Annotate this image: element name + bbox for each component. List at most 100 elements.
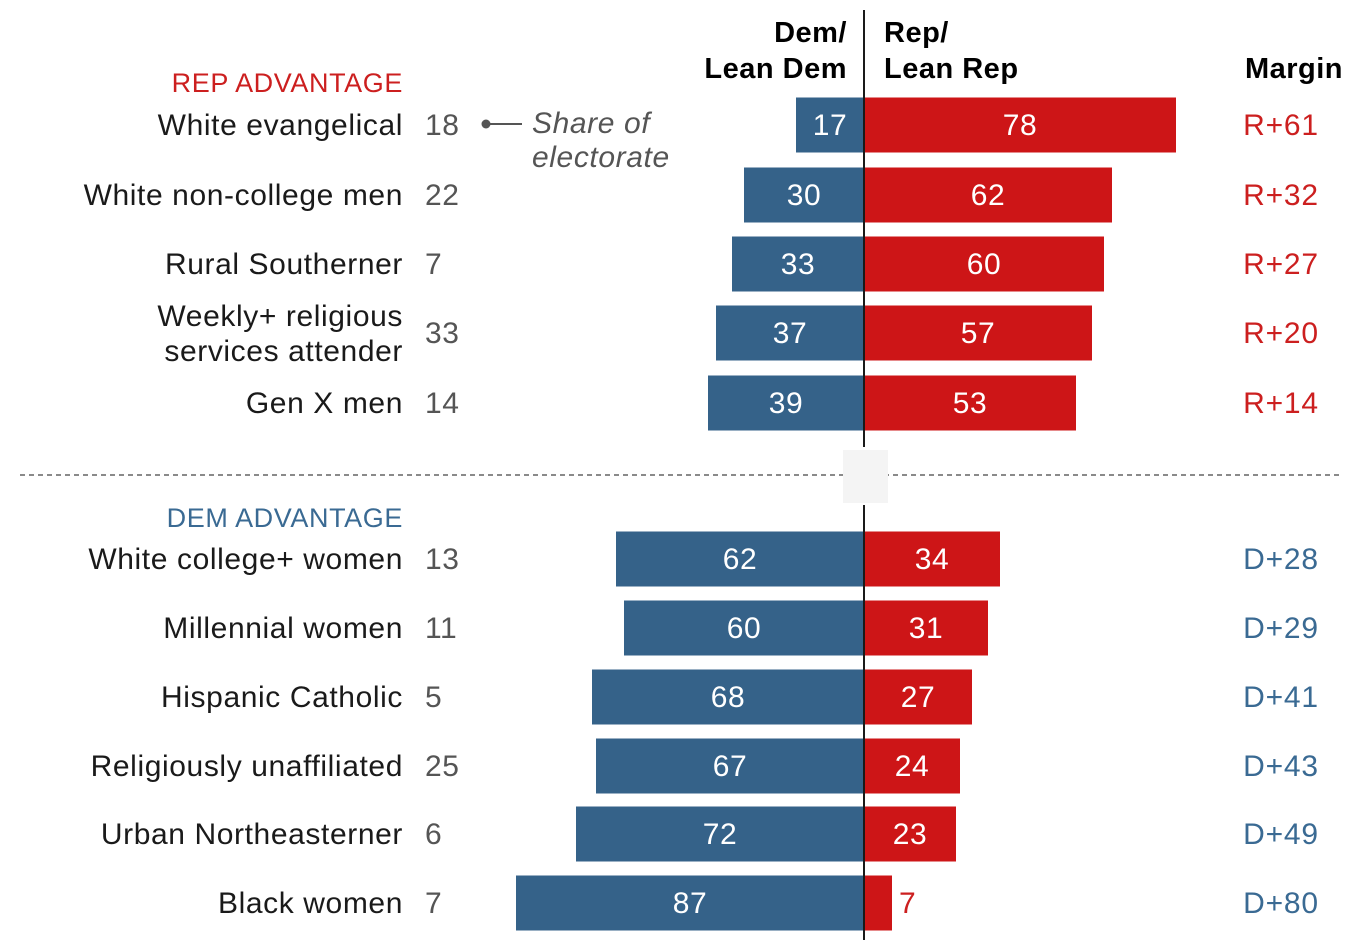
share-value: 11 [425,612,457,645]
rep-bar [864,875,892,931]
dem-value: 72 [703,818,738,851]
annotation-dot [481,119,491,129]
row-label: Millennial women [163,612,403,645]
rep-value: 23 [893,818,928,851]
row-label-line: Weekly+ religious [157,300,403,333]
chart-row: Religiously unaffiliated 25 67 24 D+43 [91,738,1319,794]
row-label: White non-college men [84,179,403,212]
dem-bar [516,875,864,931]
dem-value: 68 [711,681,746,714]
dem-bar [796,97,864,153]
row-label: White college+ women [88,543,403,576]
dem-bar [616,531,864,587]
margin-value: R+27 [1243,248,1319,281]
share-value: 7 [425,887,442,920]
margin-value: D+28 [1243,543,1319,576]
chart-row: Urban Northeasterner 6 72 23 D+49 [101,806,1319,862]
dem-bar [716,305,864,361]
margin-header: Margin [1245,53,1343,85]
rep-value: 57 [961,317,996,350]
margin-value: D+49 [1243,818,1319,851]
rep-value: 7 [899,887,916,920]
dem-bar [596,738,864,794]
section-rep: REP ADVANTAGE White evangelical 18 17 78 R+61… [84,68,1319,431]
margin-value: R+61 [1243,109,1319,142]
rep-bar [864,738,960,794]
section-label-dem: DEM ADVANTAGE [167,503,403,533]
chart-row: Hispanic Catholic 5 68 27 D+41 [161,669,1319,725]
rep-bar [864,375,1076,431]
chart-row: White non-college men 22 30 62 R+32 [84,167,1319,223]
axis-gap-shade [843,450,888,503]
share-value: 33 [425,317,460,350]
dem-bar [576,806,864,862]
row-label: Hispanic Catholic [161,681,403,714]
margin-value: D+41 [1243,681,1319,714]
dem-bar [592,669,864,725]
margin-value: R+14 [1243,387,1319,420]
dem-value: 87 [673,887,708,920]
dem-value: 37 [773,317,808,350]
dem-value: 33 [781,248,816,281]
chart-row: Millennial women 11 60 31 D+29 [163,600,1319,656]
share-value: 14 [425,387,460,420]
row-label-line: services attender [164,335,403,368]
chart-row: Rural Southerner 7 33 60 R+27 [165,236,1319,292]
chart-rows: REP ADVANTAGE White evangelical 18 17 78 R+61… [84,68,1319,931]
row-label: Religiously unaffiliated [91,750,403,783]
share-value: 25 [425,750,460,783]
dem-bar [744,167,864,223]
rep-value: 24 [895,750,930,783]
chart-row: White college+ women 13 62 34 D+28 [88,531,1319,587]
rep-value: 27 [901,681,936,714]
share-value: 22 [425,179,460,212]
dem-bar [732,236,864,292]
dem-value: 17 [813,109,848,142]
margin-value: D+43 [1243,750,1319,783]
margin-value: R+20 [1243,317,1319,350]
section-separator [20,450,1342,503]
share-value: 7 [425,248,442,281]
section-dem: DEM ADVANTAGE White college+ women 13 62 34 D… [88,503,1319,931]
rep-value: 34 [915,543,950,576]
rep-bar [864,600,988,656]
row-label: Gen X men [246,387,403,420]
row-label: Black women [218,887,403,920]
column-headers: Dem/ Lean Dem Rep/ Lean Rep Margin [704,17,1343,85]
chart-row: White evangelical 18 17 78 R+61 [158,97,1319,153]
rep-value: 31 [909,612,944,645]
share-of-electorate-annotation: Share of electorate [481,107,670,174]
section-label-rep: REP ADVANTAGE [172,68,403,98]
rep-bar [864,236,1104,292]
dem-header-line-2: Lean Dem [704,53,847,85]
dem-bar [708,375,864,431]
dem-value: 30 [787,179,822,212]
rep-bar [864,531,1000,587]
rep-value: 60 [967,248,1002,281]
rep-value: 53 [953,387,988,420]
dem-header-line-1: Dem/ [774,17,847,49]
row-label: White evangelical [158,109,403,142]
chart-row: Black women 7 87 7 D+80 [218,875,1319,931]
rep-bar [864,305,1092,361]
rep-value: 78 [1003,109,1038,142]
rep-bar [864,167,1112,223]
margin-value: R+32 [1243,179,1319,212]
dem-value: 62 [723,543,758,576]
rep-value: 62 [971,179,1006,212]
rep-bar [864,806,956,862]
share-value: 13 [425,543,460,576]
dem-value: 60 [727,612,762,645]
annotation-line-2: electorate [532,141,670,174]
margin-value: D+29 [1243,612,1319,645]
rep-header-line-1: Rep/ [884,17,949,49]
share-value: 6 [425,818,442,851]
dem-value: 39 [769,387,804,420]
share-value: 5 [425,681,442,714]
margin-value: D+80 [1243,887,1319,920]
rep-bar [864,97,1176,153]
rep-header-line-2: Lean Rep [884,53,1019,85]
dem-bar [624,600,864,656]
